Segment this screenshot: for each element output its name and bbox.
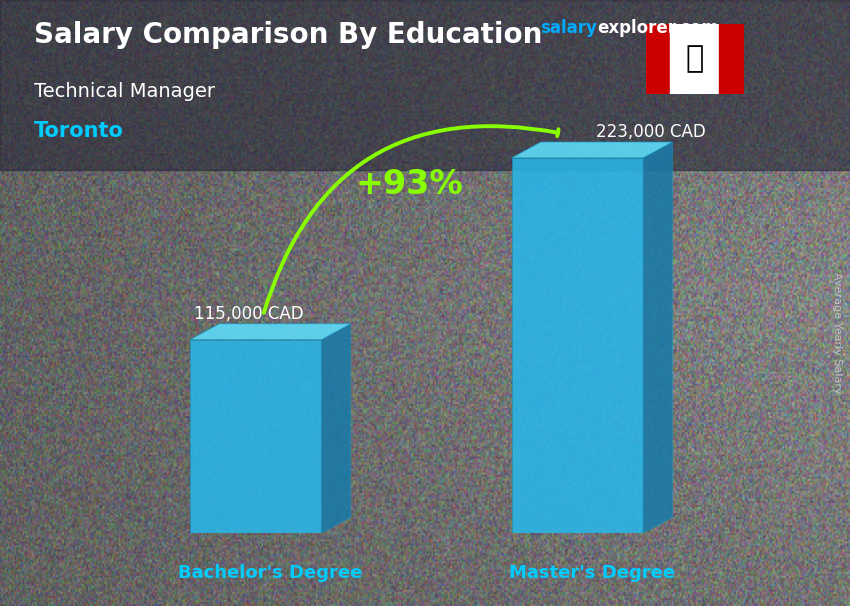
Text: 115,000 CAD: 115,000 CAD <box>194 305 303 323</box>
Bar <box>0 0 850 170</box>
Polygon shape <box>190 324 351 340</box>
Text: Bachelor's Degree: Bachelor's Degree <box>178 564 362 582</box>
Polygon shape <box>512 158 643 533</box>
Text: Average Yearly Salary: Average Yearly Salary <box>832 273 842 394</box>
Polygon shape <box>321 324 351 533</box>
Text: Master's Degree: Master's Degree <box>509 564 675 582</box>
Text: Technical Manager: Technical Manager <box>34 82 215 101</box>
Polygon shape <box>643 142 672 533</box>
Text: salary: salary <box>540 19 597 38</box>
Text: explorer.com: explorer.com <box>598 19 719 38</box>
Polygon shape <box>512 142 672 158</box>
Polygon shape <box>190 340 321 533</box>
Text: +93%: +93% <box>355 168 463 201</box>
Text: Salary Comparison By Education: Salary Comparison By Education <box>34 21 542 49</box>
Bar <box>646 24 671 94</box>
Bar <box>719 24 744 94</box>
Bar <box>671 24 719 94</box>
Text: 223,000 CAD: 223,000 CAD <box>596 123 705 141</box>
Text: 🍁: 🍁 <box>686 45 704 73</box>
Text: Toronto: Toronto <box>34 121 124 141</box>
